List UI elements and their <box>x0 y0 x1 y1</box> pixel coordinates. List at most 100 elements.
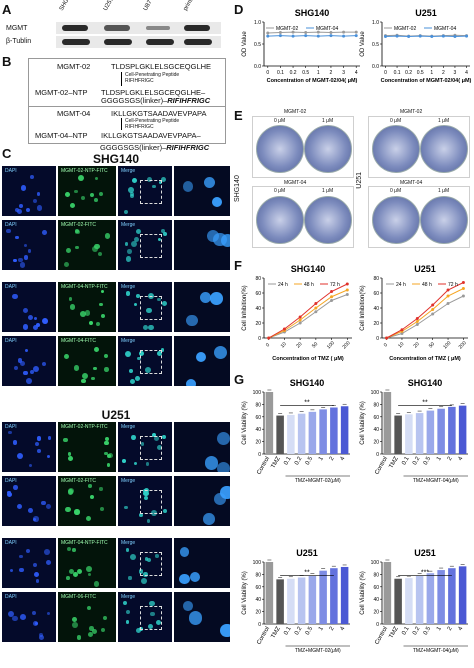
nucleus <box>64 262 70 268</box>
x-axis-label: Concentration of TMZ ( μM) <box>272 356 344 362</box>
nucleus <box>28 314 34 320</box>
x-tick-label: Control <box>374 456 389 476</box>
zoom-image <box>174 538 230 588</box>
dose-label: 0 μM <box>274 118 286 124</box>
chart-title: SHG140 <box>291 264 326 274</box>
dapi-image: DAPI <box>2 422 56 472</box>
dapi-image: DAPI <box>2 336 56 386</box>
bar <box>297 577 306 624</box>
nucleus <box>94 197 98 202</box>
x-tick-label: 0 <box>266 70 269 76</box>
arrow-down-icon <box>121 118 122 130</box>
y-axis-label: Cell Viability (%) <box>360 571 366 615</box>
y-tick-label: 40 <box>373 597 379 603</box>
nucleus <box>97 251 102 256</box>
legend-label: 48 h <box>304 282 314 288</box>
x-axis-label: Concentration of MGMT-02/04( μM) <box>381 78 472 84</box>
zoom-image <box>174 476 230 526</box>
nucleus <box>41 230 47 235</box>
dose-label: 0 μM <box>274 188 286 194</box>
nucleus <box>143 572 148 577</box>
image-label: Merge <box>121 222 136 228</box>
x-tick-label: 1 <box>436 455 443 461</box>
group-label-top: MGMT-02 <box>400 109 423 115</box>
y-tick-label: 0 <box>258 622 261 628</box>
nucleus <box>77 635 82 640</box>
seq2-linker: GGGGSGS(linker)– <box>100 143 167 152</box>
x-tick-label: 0 <box>265 342 271 348</box>
significance-stars: *** <box>421 570 429 577</box>
nucleus <box>124 242 129 246</box>
bar <box>265 392 274 454</box>
x-tick-label: 0.5 <box>305 455 315 466</box>
seq2-name: MGMT-04 <box>57 109 91 118</box>
data-point <box>298 321 302 325</box>
data-point <box>291 30 295 34</box>
nucleus <box>140 442 145 447</box>
image-label: MGMT-02-FITC <box>61 478 96 484</box>
zoom-region-box <box>140 180 162 204</box>
nucleus <box>19 567 24 573</box>
x-tick-label: 0.5 <box>417 70 424 76</box>
chart-title: U251 <box>415 8 437 18</box>
data-point <box>430 35 434 39</box>
bar <box>415 413 424 454</box>
y-tick-label: 20 <box>255 321 261 327</box>
zoom-image <box>174 282 230 332</box>
y-axis-label: OD Value <box>242 31 248 57</box>
nucleus <box>82 372 89 379</box>
data-point <box>329 34 333 38</box>
nucleus <box>122 458 126 463</box>
x-axis-label: TMZ+MGMT-04(μM) <box>413 648 459 654</box>
x-tick-label: 0.2 <box>290 70 297 76</box>
data-point <box>418 34 422 38</box>
nucleus <box>220 485 230 500</box>
y-axis-label: Cell Viability (%) <box>242 571 248 615</box>
panel-label-d: D <box>234 2 244 17</box>
nucleus <box>216 462 230 472</box>
x-tick-label: Control <box>256 626 271 646</box>
nucleus <box>78 175 85 182</box>
x-tick-label: 4 <box>339 455 346 461</box>
x-tick-label: 1 <box>318 625 325 631</box>
nucleus <box>32 366 39 372</box>
nucleus <box>36 449 41 453</box>
nucleus <box>123 209 128 215</box>
nucleus <box>99 487 103 491</box>
x-tick-label: 1 <box>430 70 433 76</box>
data-point <box>400 328 404 332</box>
y-tick-label: 0 <box>376 622 379 628</box>
nucleus <box>182 601 193 611</box>
data-point <box>314 306 318 310</box>
nucleus <box>127 249 133 255</box>
nucleus <box>213 345 227 359</box>
nucleus <box>134 302 138 307</box>
nucleus <box>88 484 92 488</box>
panel-c-title-shg140: SHG140 <box>92 152 140 166</box>
image-label: DAPI <box>5 424 17 430</box>
x-tick-label: 2 <box>447 625 454 631</box>
y-tick-label: 1.0 <box>254 20 261 26</box>
nucleus <box>152 184 156 189</box>
dose-label: 1 μM <box>322 118 334 124</box>
nucleus <box>160 229 165 234</box>
data-point <box>266 34 270 38</box>
x-tick-label: 50 <box>428 341 436 349</box>
nucleus <box>20 614 27 621</box>
fitc-image: MGMT-02-FITC <box>58 476 116 526</box>
nucleus <box>29 174 34 179</box>
image-label: DAPI <box>5 540 17 546</box>
panel-label-c: C <box>2 146 12 161</box>
nucleus <box>90 495 95 500</box>
x-tick-label: 200 <box>342 340 352 350</box>
bar <box>458 405 467 454</box>
nucleus <box>32 199 37 204</box>
nucleus <box>47 436 52 441</box>
x-axis-label: TMZ+MGMT-02(μM) <box>295 648 341 654</box>
nucleus <box>129 553 136 560</box>
nucleus <box>143 490 149 497</box>
bar <box>319 409 327 454</box>
nucleus <box>138 350 145 356</box>
bar <box>383 392 392 454</box>
image-label: MGMT-02-FITC <box>61 222 96 228</box>
